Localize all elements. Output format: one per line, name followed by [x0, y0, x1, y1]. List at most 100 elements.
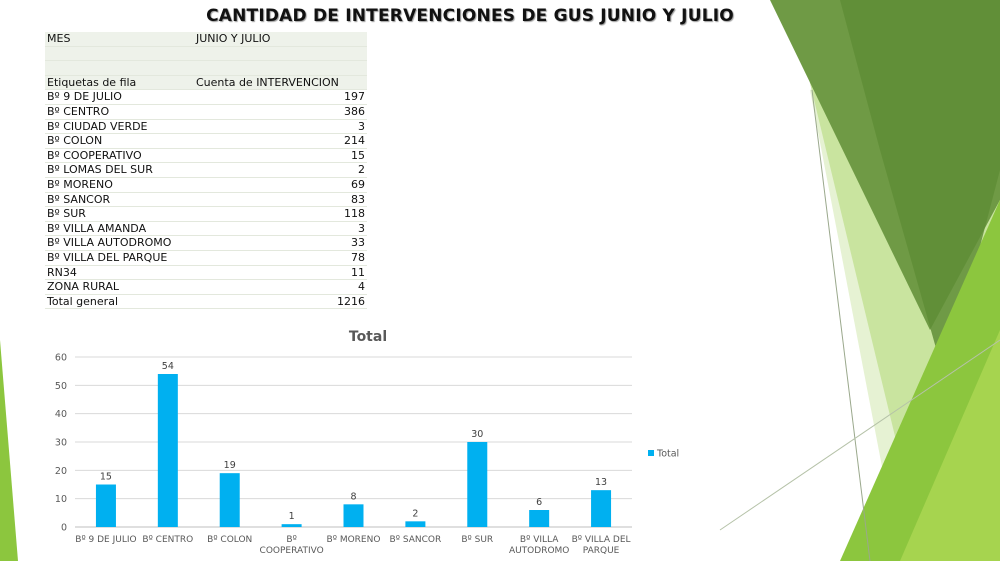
total-label: Total general: [47, 294, 118, 308]
y-tick-label: 30: [55, 438, 67, 449]
bar: [467, 442, 488, 527]
bar: [95, 484, 116, 527]
pivot-table: MES JUNIO Y JULIO Etiquetas de fila Cuen…: [45, 32, 367, 310]
x-tick-label: Bº MORENO: [327, 535, 381, 545]
pivot-row: Bº SUR 118: [45, 207, 367, 222]
pivot-rows: Bº 9 DE JULIO 197 Bº CENTRO 386 Bº CIUDAD VE…: [45, 90, 367, 295]
pivot-row-value: 118: [344, 207, 365, 221]
pivot-row-value: 15: [351, 148, 365, 162]
pivot-row-label[interactable]: Bº MORENO: [47, 177, 113, 191]
pivot-row: Bº VILLA AUTODROMO 33: [45, 236, 367, 251]
y-tick-label: 50: [55, 381, 67, 392]
legend-label: Total: [656, 449, 679, 460]
pivot-spacer: [45, 46, 367, 62]
value-header: Cuenta de INTERVENCION: [196, 75, 339, 89]
olive-green-shape: [840, 0, 1000, 380]
pivot-header-row: Etiquetas de fila Cuenta de INTERVENCION: [45, 75, 367, 91]
lime-green-shape: [900, 330, 1000, 561]
pivot-row-value: 386: [344, 104, 365, 118]
bar: [281, 524, 302, 527]
pivot-row-label[interactable]: Bº VILLA AUTODROMO: [47, 236, 172, 250]
pivot-row-label[interactable]: Bº VILLA AMANDA: [47, 221, 147, 235]
bar: [157, 374, 178, 527]
y-tick-label: 0: [61, 523, 67, 534]
data-label: 6: [536, 497, 542, 508]
pivot-row: Bº LOMAS DEL SUR 2: [45, 163, 367, 178]
pivot-row-value: 83: [351, 192, 365, 206]
pivot-row-label[interactable]: Bº SUR: [47, 207, 86, 221]
pivot-row-label[interactable]: Bº LOMAS DEL SUR: [47, 163, 153, 177]
data-label: 30: [471, 429, 483, 440]
pivot-row-label[interactable]: Bº CIUDAD VERDE: [47, 119, 148, 133]
y-tick-label: 60: [55, 353, 67, 364]
filter-value[interactable]: JUNIO Y JULIO: [196, 32, 271, 45]
left-edge-green-shape: [0, 340, 18, 561]
pivot-row: Bº CIUDAD VERDE 3: [45, 120, 367, 135]
pivot-row-label[interactable]: Bº COLON: [47, 134, 103, 148]
pivot-row: Bº VILLA DEL PARQUE 78: [45, 251, 367, 266]
pivot-spacer: [45, 61, 367, 76]
pivot-row-value: 3: [358, 221, 365, 235]
bar: [529, 510, 550, 527]
bar: [591, 490, 612, 527]
data-label: 15: [100, 472, 112, 483]
pivot-row: RN34 11: [45, 266, 367, 281]
x-tick-label: AUTODROMO: [509, 546, 569, 556]
x-tick-label: Bº SUR: [461, 535, 493, 545]
pivot-row: Bº SANCOR 83: [45, 193, 367, 208]
slide-title: CANTIDAD DE INTERVENCIONES DE GUS JUNIO …: [206, 6, 734, 26]
x-tick-label: PARQUE: [583, 546, 620, 556]
pivot-row-label[interactable]: Bº COOPERATIVO: [47, 148, 142, 162]
legend-swatch: [648, 450, 654, 456]
total-value: 1216: [337, 294, 365, 308]
bar: [405, 521, 426, 527]
bar: [343, 504, 364, 527]
y-tick-label: 10: [55, 494, 67, 505]
y-tick-label: 20: [55, 466, 67, 477]
pivot-row-label[interactable]: ZONA RURAL: [47, 280, 119, 294]
x-tick-label: Bº SANCOR: [390, 535, 442, 545]
decor-line: [719, 339, 1000, 531]
row-labels-header[interactable]: Etiquetas de fila: [47, 75, 137, 89]
pivot-total-row: Total general 1216: [45, 295, 367, 310]
data-label: 13: [595, 477, 607, 488]
pivot-row-value: 11: [351, 265, 365, 279]
pivot-row: Bº COOPERATIVO 15: [45, 149, 367, 164]
y-tick-label: 40: [55, 409, 67, 420]
pivot-row: Bº VILLA AMANDA 3: [45, 222, 367, 237]
pivot-row: Bº MORENO 69: [45, 178, 367, 193]
bar: [219, 473, 240, 527]
pivot-row-value: 78: [351, 250, 365, 264]
pivot-row-value: 69: [351, 177, 365, 191]
pivot-row-label[interactable]: RN34: [47, 265, 77, 279]
pivot-row: ZONA RURAL 4: [45, 280, 367, 295]
pivot-row-label[interactable]: Bº VILLA DEL PARQUE: [47, 250, 168, 264]
data-label: 2: [412, 508, 418, 519]
x-tick-label: Bº 9 DE JULIO: [75, 535, 136, 545]
pivot-filter-row: MES JUNIO Y JULIO: [45, 32, 367, 47]
pivot-row: Bº COLON 214: [45, 134, 367, 149]
bar-chart: Total 0 10 20 30 40 50 60 15 Bº 9 DE JULIO 54 Bº CE…: [55, 329, 679, 556]
chart-title: Total: [349, 329, 387, 345]
data-label: 19: [224, 460, 236, 471]
pivot-row-label[interactable]: Bº SANCOR: [47, 192, 111, 206]
data-label: 54: [162, 361, 174, 372]
x-tick-label: Bº VILLA DEL: [572, 535, 631, 545]
pivot-row-value: 197: [344, 90, 365, 104]
pivot-row: Bº 9 DE JULIO 197: [45, 90, 367, 105]
x-tick-label: Bº COLON: [207, 535, 252, 545]
pivot-row-value: 33: [351, 236, 365, 250]
x-tick-label: Bº CENTRO: [142, 535, 193, 545]
pivot-row-value: 4: [358, 280, 365, 294]
x-tick-label: Bº VILLA: [520, 535, 559, 545]
pivot-row-value: 3: [358, 119, 365, 133]
pivot-row: Bº CENTRO 386: [45, 105, 367, 120]
pivot-row-value: 2: [358, 163, 365, 177]
filter-label: MES: [47, 32, 71, 45]
x-tick-label: Bº: [286, 535, 296, 545]
pivot-row-value: 214: [344, 134, 365, 148]
data-label: 1: [289, 511, 295, 522]
pivot-row-label[interactable]: Bº CENTRO: [47, 104, 110, 118]
pivot-row-label[interactable]: Bº 9 DE JULIO: [47, 90, 122, 104]
